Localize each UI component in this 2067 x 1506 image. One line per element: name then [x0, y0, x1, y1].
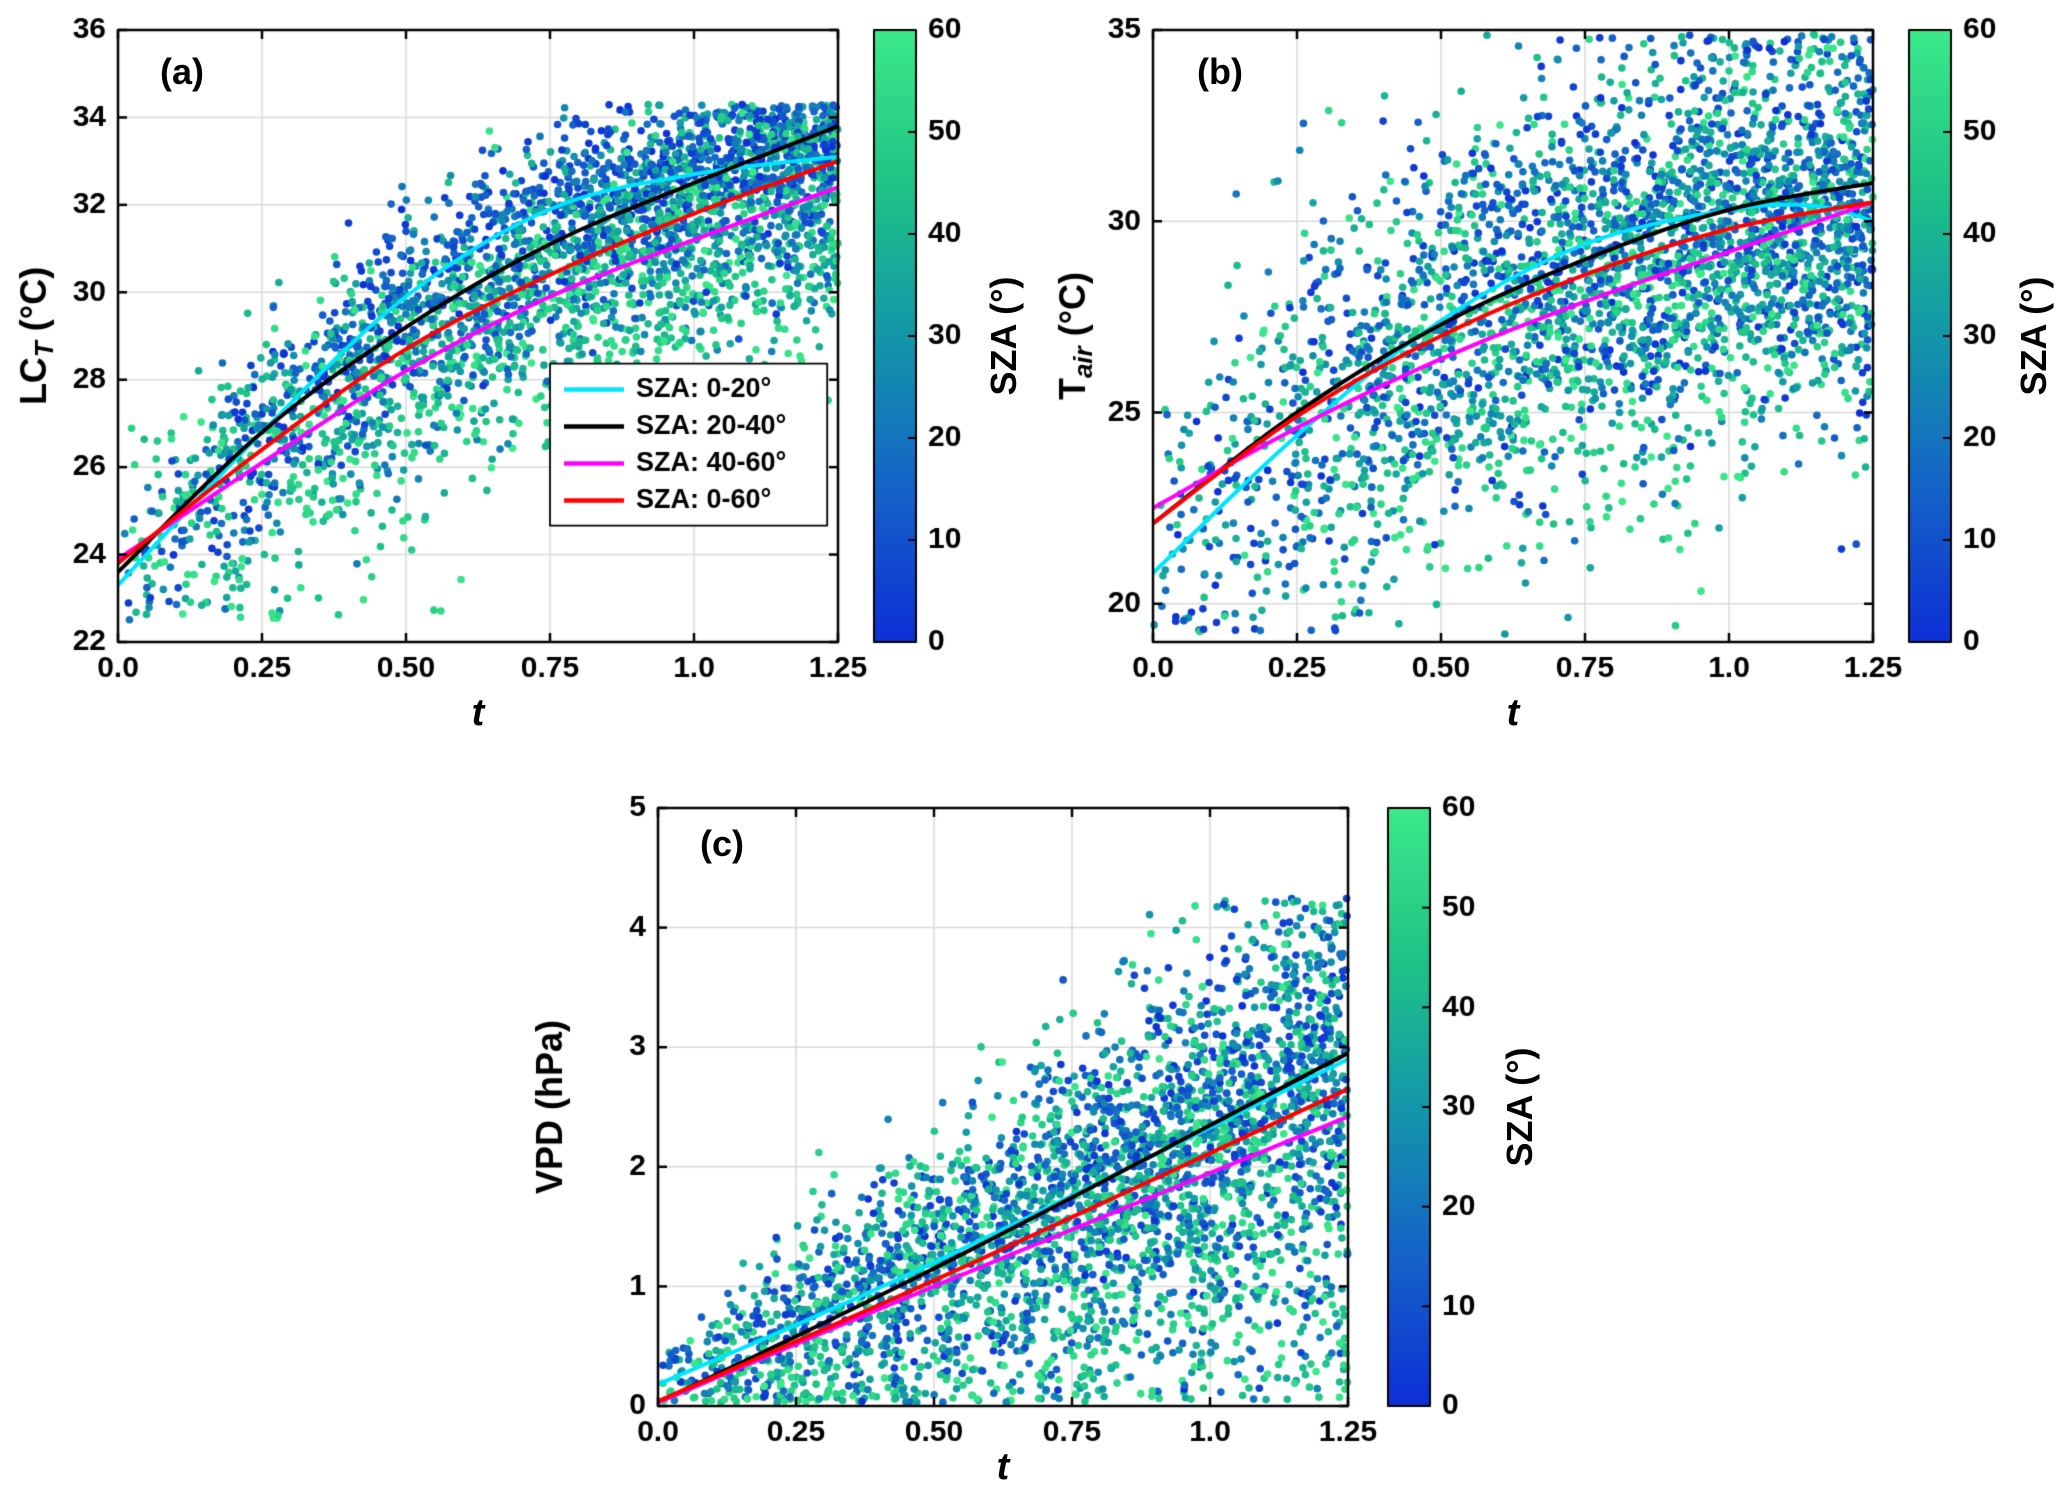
panel-a-letter: (a) — [160, 51, 204, 92]
panel-c-vpd-scatter-chart — [490, 772, 1570, 1506]
panel-b-x-axis-label: t — [1506, 692, 1520, 734]
panel-c-x-axis-label: t — [996, 1446, 1010, 1488]
panel-b-tair-scatter-chart — [1035, 0, 2067, 770]
panel-b-colorbar-label: SZA (°) — [2013, 276, 2054, 396]
panel-c-letter: (c) — [700, 823, 744, 864]
panel-a-colorbar-label: SZA (°) — [983, 276, 1024, 396]
panel-a-x-axis-label: t — [471, 692, 485, 734]
panel-a-lct-scatter-chart — [0, 0, 1035, 770]
panel-b-letter: (b) — [1197, 51, 1243, 92]
panel-c-colorbar-label: SZA (°) — [1499, 1047, 1540, 1167]
